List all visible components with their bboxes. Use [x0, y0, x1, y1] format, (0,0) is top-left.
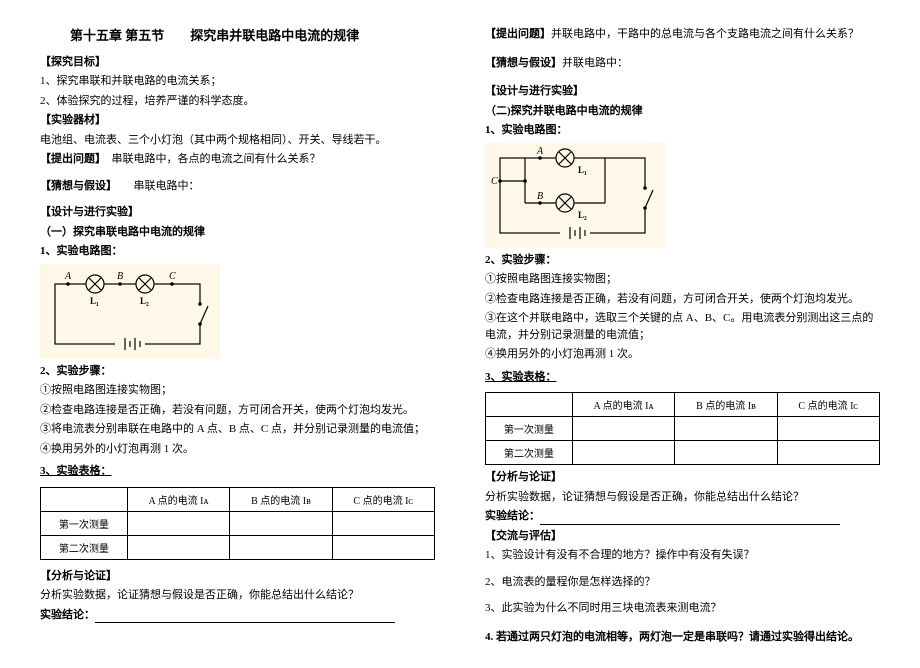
svg-text:A: A	[536, 146, 544, 157]
section-goal: 【探究目标】	[40, 54, 435, 71]
goal-line1: 1、探究串联和并联电路的电流关系；	[40, 73, 435, 90]
label-question: 【提出问题】	[40, 153, 101, 165]
step-l4: ④换用另外的小灯泡再测 1 次。	[40, 441, 435, 458]
col-b: B 点的电流 Iʙ	[230, 487, 332, 511]
label-analysis-left: 【分析与论证】	[40, 568, 435, 585]
hypothesis-text-right: 并联电路中：	[562, 57, 628, 69]
label-eval: 【交流与评估】	[485, 528, 880, 545]
step-r4: ④换用另外的小灯泡再测 1 次。	[485, 346, 880, 363]
col-c-r: C 点的电流 Iᴄ	[777, 393, 879, 417]
series-circuit-diagram: A B C L₁ L₂	[40, 264, 435, 359]
label-materials: 【实验器材】	[40, 114, 106, 126]
label-design: 【设计与进行实验】	[40, 204, 435, 221]
svg-text:C: C	[491, 176, 498, 187]
step-r1: ①按照电路图连接实物图；	[485, 271, 880, 288]
table-row: 第一次测量	[41, 511, 435, 535]
table-row: 第二次测量	[41, 535, 435, 559]
eval-l2: 2、电流表的量程你是怎样选择的？	[485, 574, 880, 591]
section-hypothesis: 【猜想与假设】 串联电路中：	[40, 178, 435, 195]
col-c: C 点的电流 Iᴄ	[332, 487, 434, 511]
svg-text:A: A	[64, 271, 72, 282]
row2-label-r: 第二次测量	[486, 441, 573, 465]
conclusion-label-right: 实验结论：	[485, 510, 540, 522]
analysis-text-left: 分析实验数据，论证猜想与假设是否正确，你能总结出什么结论？	[40, 587, 435, 604]
col-a: A 点的电流 Iᴀ	[127, 487, 230, 511]
heading-steps-left: 2、实验步骤：	[40, 363, 435, 380]
fill-blank-r	[540, 512, 840, 525]
section-question: 【提出问题】 串联电路中，各点的电流之间有什么关系？	[40, 151, 435, 168]
svg-text:L₁: L₁	[90, 296, 99, 306]
table-row: A 点的电流 Iᴀ B 点的电流 Iʙ C 点的电流 Iᴄ	[486, 393, 880, 417]
col-b-r: B 点的电流 Iʙ	[675, 393, 777, 417]
heading-circuit1: 1、实验电路图：	[40, 243, 435, 260]
subsection-series: （一）探究串联电路中电流的规律	[40, 224, 435, 241]
page-title: 第十五章 第五节 探究串并联电路中电流的规律	[70, 26, 435, 46]
subsection-parallel: （二)探究并联电路中电流的规律	[485, 103, 880, 120]
eval-l4: 4. 若通过两只灯泡的电流相等，两灯泡一定是串联吗？请通过实验得出结论。	[485, 629, 880, 646]
parallel-circuit-diagram: A B C L₁ L₂	[485, 143, 880, 248]
svg-text:L₂: L₂	[578, 210, 587, 220]
eval-l1: 1、实验设计有没有不合理的地方？操作中有没有失误？	[485, 547, 880, 564]
document-columns: 第十五章 第五节 探究串并联电路中电流的规律 【探究目标】 1、探究串联和并联电…	[40, 20, 880, 648]
section-question-right: 【提出问题】并联电路中，干路中的总电流与各个支路电流之间有什么关系？	[485, 26, 880, 43]
parallel-data-table: A 点的电流 Iᴀ B 点的电流 Iʙ C 点的电流 Iᴄ 第一次测量 第二次测…	[485, 392, 880, 465]
hypothesis-text: 串联电路中：	[112, 180, 200, 192]
series-data-table: A 点的电流 Iᴀ B 点的电流 Iʙ C 点的电流 Iᴄ 第一次测量 第二次测…	[40, 487, 435, 560]
table-row: A 点的电流 Iᴀ B 点的电流 Iʙ C 点的电流 Iᴄ	[41, 487, 435, 511]
svg-text:B: B	[537, 191, 543, 202]
goal-line2: 2、体验探究的过程，培养严谨的科学态度。	[40, 93, 435, 110]
right-column: 【提出问题】并联电路中，干路中的总电流与各个支路电流之间有什么关系？ 【猜想与假…	[485, 20, 880, 648]
eval-l3: 3、此实验为什么不同时用三块电流表来测电流？	[485, 600, 880, 617]
conclusion-left: 实验结论：	[40, 607, 435, 624]
materials-line1: 电池组、电流表、三个小灯泡（其中两个规格相同）、开关、导线若干。	[40, 132, 435, 149]
conclusion-right: 实验结论：	[485, 508, 880, 525]
step-r3: ③在这个并联电路中，选取三个关键的点 A、B、C。用电流表分别测出这三点的电流，…	[485, 310, 880, 343]
row2-label: 第二次测量	[41, 535, 128, 559]
svg-text:L₁: L₁	[578, 165, 587, 175]
step-l3: ③将电流表分别串联在电路中的 A 点、B 点、C 点，并分别记录测量的电流值；	[40, 421, 435, 438]
row1-label: 第一次测量	[41, 511, 128, 535]
label-hypothesis: 【猜想与假设】	[40, 180, 112, 192]
heading-table-left: 3、实验表格：	[40, 463, 112, 480]
question-text: 串联电路中，各点的电流之间有什么关系？	[101, 153, 321, 165]
label-goal: 【探究目标】	[40, 56, 106, 68]
row1-label-r: 第一次测量	[486, 417, 573, 441]
label-design-right: 【设计与进行实验】	[485, 83, 880, 100]
analysis-text-right: 分析实验数据，论证猜想与假设是否正确，你能总结出什么结论？	[485, 489, 880, 506]
svg-text:C: C	[169, 271, 176, 282]
svg-text:L₂: L₂	[140, 296, 149, 306]
section-materials: 【实验器材】	[40, 112, 435, 129]
table-row: 第二次测量	[486, 441, 880, 465]
table-row: 第一次测量	[486, 417, 880, 441]
label-hypothesis-right: 【猜想与假设】	[485, 57, 562, 69]
conclusion-label-left: 实验结论：	[40, 609, 95, 621]
label-question-right: 【提出问题】	[485, 28, 551, 40]
col-a-r: A 点的电流 Iᴀ	[572, 393, 675, 417]
question-text-right: 并联电路中，干路中的总电流与各个支路电流之间有什么关系？	[551, 28, 859, 40]
left-column: 第十五章 第五节 探究串并联电路中电流的规律 【探究目标】 1、探究串联和并联电…	[40, 20, 435, 648]
section-hypothesis-right: 【猜想与假设】并联电路中：	[485, 55, 880, 72]
heading-steps-right: 2、实验步骤：	[485, 252, 880, 269]
step-l1: ①按照电路图连接实物图；	[40, 382, 435, 399]
svg-text:B: B	[117, 271, 123, 282]
fill-blank	[95, 610, 395, 623]
label-analysis-right: 【分析与论证】	[485, 469, 880, 486]
step-l2: ②检查电路连接是否正确，若没有问题，方可闭合开关，使两个灯泡均发光。	[40, 402, 435, 419]
step-r2: ②检查电路连接是否正确，若没有问题，方可闭合开关，使两个灯泡均发光。	[485, 291, 880, 308]
heading-circuit2: 1、实验电路图：	[485, 122, 880, 139]
heading-table-right: 3、实验表格：	[485, 369, 557, 386]
